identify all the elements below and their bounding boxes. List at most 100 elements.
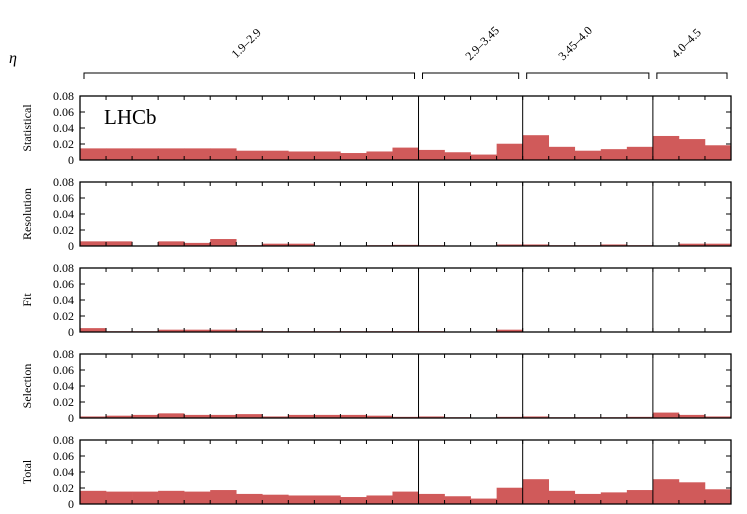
y-tick-label: 0.02	[53, 223, 74, 237]
bar	[184, 414, 211, 418]
panel-ylabel: Statistical	[20, 104, 34, 152]
bar	[548, 490, 576, 504]
bar	[418, 493, 445, 504]
bar	[236, 493, 263, 504]
bar	[704, 416, 732, 418]
bar	[548, 146, 576, 160]
bar	[132, 414, 159, 418]
bar	[184, 329, 211, 332]
bar	[626, 146, 654, 160]
bar	[210, 239, 237, 246]
bar	[158, 329, 185, 332]
panel-total: 0.08 0.06 0.04 0.02 0 Total	[20, 433, 732, 511]
bar	[574, 493, 602, 504]
y-tick-label: 0.04	[53, 293, 74, 307]
y-tick-label: 0.08	[53, 433, 74, 447]
eta-range-label: 1.9–2.9	[228, 25, 263, 60]
bar	[80, 490, 107, 504]
bar	[704, 243, 732, 246]
y-tick-label: 0	[68, 153, 74, 167]
bar	[314, 151, 341, 160]
eta-range-brace	[526, 72, 650, 79]
bar	[80, 241, 107, 246]
y-tick-label: 0.04	[53, 379, 74, 393]
bar	[600, 492, 628, 504]
bar	[678, 482, 706, 504]
bar	[288, 414, 315, 418]
bar	[262, 416, 289, 418]
bar	[106, 415, 133, 418]
bar	[704, 489, 732, 504]
bar	[496, 487, 523, 504]
bar	[496, 244, 523, 246]
bar	[652, 412, 680, 418]
y-tick-label: 0.02	[53, 137, 74, 151]
bar	[236, 150, 263, 160]
y-tick-label: 0.04	[53, 207, 74, 221]
bar	[80, 416, 107, 418]
panel-ylabel: Selection	[20, 364, 34, 409]
bar	[652, 479, 680, 504]
bar	[626, 490, 654, 504]
bar	[106, 491, 133, 504]
bar	[392, 147, 419, 160]
bar	[158, 490, 185, 504]
bar	[132, 148, 159, 160]
panel-ylabel: Fit	[20, 293, 34, 307]
bar	[340, 497, 367, 504]
bar	[418, 416, 445, 418]
eta-range-brace	[422, 72, 520, 79]
y-tick-label: 0.02	[53, 481, 74, 495]
bar	[470, 498, 497, 504]
y-tick-label: 0.08	[53, 261, 74, 275]
bar	[340, 414, 367, 418]
panel-frame	[79, 181, 732, 247]
bar	[496, 329, 523, 332]
eta-range-brace	[83, 72, 416, 79]
bar	[444, 496, 471, 504]
y-tick-label: 0.06	[53, 449, 74, 463]
eta-range-label: 4.0–4.5	[668, 25, 703, 60]
panel-resolution: 0.08 0.06 0.04 0.02 0 Resolution	[20, 175, 732, 253]
panel-fit: 0.08 0.06 0.04 0.02 0 Fit	[20, 261, 732, 339]
bar	[132, 491, 159, 504]
bar	[600, 244, 628, 246]
bar	[314, 495, 341, 504]
y-tick-label: 0	[68, 411, 74, 425]
y-tick-label: 0.06	[53, 191, 74, 205]
bar	[444, 152, 471, 160]
bar	[158, 413, 185, 418]
bar	[418, 149, 445, 160]
eta-symbol-label: η	[9, 50, 17, 67]
panel-frame	[79, 353, 732, 419]
panel-ylabel: Total	[20, 459, 34, 484]
y-tick-label: 0.06	[53, 277, 74, 291]
bar	[522, 244, 550, 246]
y-tick-label: 0.08	[53, 175, 74, 189]
bar	[288, 243, 315, 246]
bar	[496, 143, 523, 160]
y-tick-label: 0	[68, 325, 74, 339]
bar	[106, 148, 133, 160]
bar	[392, 491, 419, 504]
bar	[262, 150, 289, 160]
bar	[236, 330, 263, 332]
panel-ylabel: Resolution	[20, 188, 34, 240]
bar	[288, 495, 315, 504]
lhcb-brand-label: LHCb	[104, 105, 157, 129]
bar	[366, 415, 393, 418]
bar	[522, 416, 550, 418]
y-tick-label: 0	[68, 497, 74, 511]
panel-statistical: 0.08 0.06 0.04 0.02 0 Statistical LHCb	[20, 89, 732, 167]
bar	[210, 490, 237, 504]
bar	[574, 150, 602, 160]
bar	[210, 329, 237, 332]
y-tick-label: 0.08	[53, 89, 74, 103]
bar	[678, 139, 706, 160]
y-tick-label: 0	[68, 239, 74, 253]
bar	[704, 145, 732, 160]
panel-selection: 0.08 0.06 0.04 0.02 0 Selection	[20, 347, 732, 425]
bar	[184, 491, 211, 504]
bar	[80, 328, 107, 332]
y-tick-label: 0.04	[53, 121, 74, 135]
